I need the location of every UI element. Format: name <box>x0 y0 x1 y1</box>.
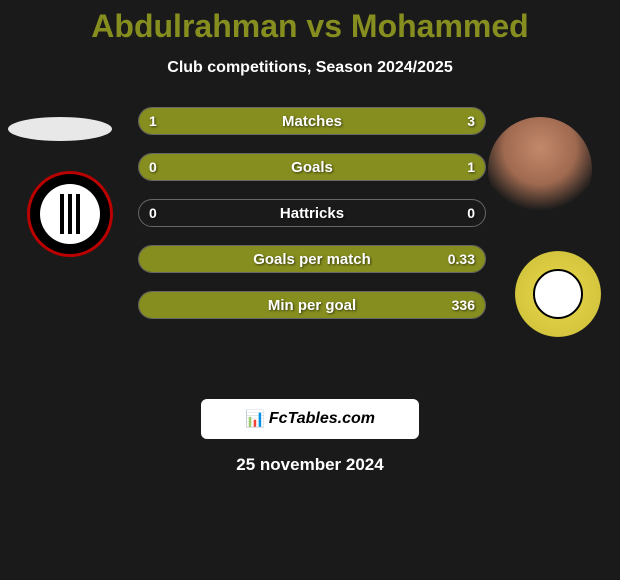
comparison-area: 1Matches30Goals10Hattricks0Goals per mat… <box>0 107 620 387</box>
stat-bar-row: 0Hattricks0 <box>138 199 486 227</box>
stat-bar-row: Goals per match0.33 <box>138 245 486 273</box>
player-left-avatar <box>8 117 112 141</box>
watermark: 📊 FcTables.com <box>201 399 419 439</box>
bar-right-value: 0 <box>467 200 475 226</box>
club-right-badge <box>515 251 601 337</box>
bar-label: Goals per match <box>139 246 485 272</box>
stat-bar-row: Min per goal336 <box>138 291 486 319</box>
page-subtitle: Club competitions, Season 2024/2025 <box>0 59 620 77</box>
stat-bar-row: 0Goals1 <box>138 153 486 181</box>
watermark-text: FcTables.com <box>269 410 375 428</box>
chart-icon: 📊 <box>245 409 265 429</box>
club-left-badge <box>27 171 113 257</box>
bar-right-value: 1 <box>467 154 475 180</box>
page-title: Abdulrahman vs Mohammed <box>0 0 620 45</box>
bar-label: Matches <box>139 108 485 134</box>
bar-right-value: 3 <box>467 108 475 134</box>
date-label: 25 november 2024 <box>0 455 620 475</box>
stat-bars: 1Matches30Goals10Hattricks0Goals per mat… <box>138 107 486 337</box>
bar-label: Min per goal <box>139 292 485 318</box>
bar-right-value: 336 <box>452 292 475 318</box>
bar-label: Hattricks <box>139 200 485 226</box>
stat-bar-row: 1Matches3 <box>138 107 486 135</box>
bar-right-value: 0.33 <box>448 246 475 272</box>
player-right-avatar <box>488 117 592 221</box>
bar-label: Goals <box>139 154 485 180</box>
